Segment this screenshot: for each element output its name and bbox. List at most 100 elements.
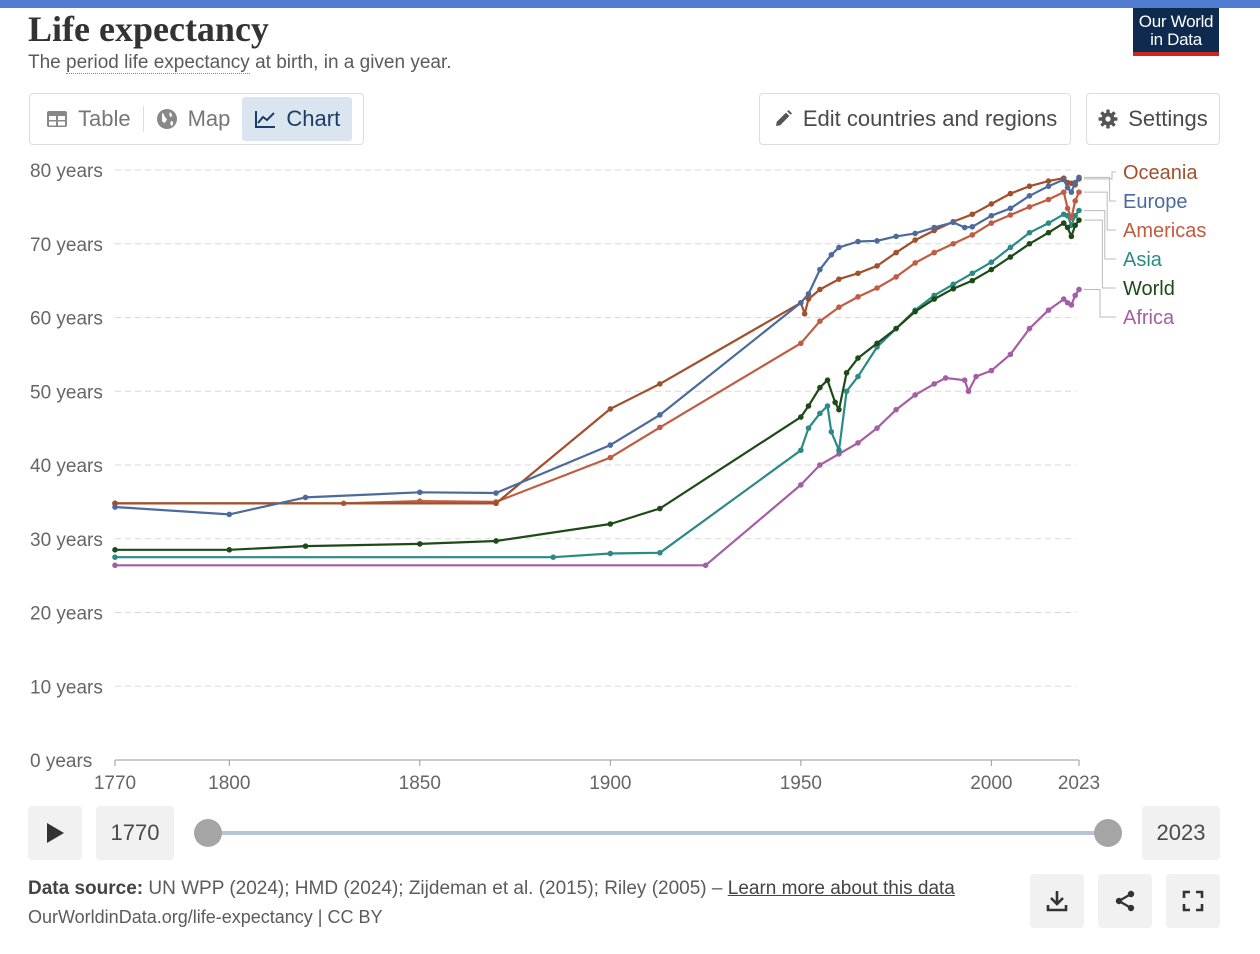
data-point-world[interactable] [302, 543, 309, 549]
data-point-asia[interactable] [1026, 229, 1033, 236]
data-point-europe[interactable] [1060, 176, 1067, 183]
data-point-world[interactable] [1076, 217, 1082, 223]
data-point-africa[interactable] [702, 562, 709, 569]
data-point-europe[interactable] [912, 230, 918, 237]
data-point-world[interactable] [912, 308, 918, 315]
data-point-oceania[interactable] [493, 500, 499, 507]
data-point-world[interactable] [855, 355, 861, 361]
data-point-world[interactable] [1064, 224, 1071, 231]
timeline-end-handle[interactable] [1094, 819, 1122, 847]
data-point-americas[interactable] [607, 454, 614, 461]
data-point-africa[interactable] [855, 440, 861, 446]
data-point-asia[interactable] [1007, 244, 1014, 251]
data-point-americas[interactable] [1076, 189, 1082, 195]
data-point-oceania[interactable] [1007, 190, 1014, 197]
data-point-americas[interactable] [1026, 204, 1033, 210]
legend-item-africa[interactable]: Africa [1084, 288, 1175, 329]
data-point-world[interactable] [969, 277, 976, 284]
legend-item-europe[interactable]: Europe [1084, 176, 1188, 213]
timeline-start-year[interactable]: 1770 [96, 806, 174, 860]
learn-more-link[interactable]: Learn more about this data [727, 878, 955, 899]
tab-chart[interactable]: Chart [242, 97, 353, 141]
data-point-europe[interactable] [1007, 205, 1014, 212]
data-point-asia[interactable] [657, 549, 663, 556]
data-point-asia[interactable] [817, 410, 823, 417]
data-point-oceania[interactable] [969, 211, 976, 218]
data-point-europe[interactable] [969, 223, 976, 230]
data-point-asia[interactable] [843, 388, 850, 395]
data-point-oceania[interactable] [607, 406, 614, 412]
data-point-world[interactable] [836, 406, 842, 413]
data-point-world[interactable] [893, 325, 899, 332]
data-point-americas[interactable] [912, 260, 918, 266]
data-point-americas[interactable] [1045, 196, 1052, 203]
data-point-oceania[interactable] [657, 381, 663, 387]
data-point-oceania[interactable] [836, 276, 842, 282]
data-point-africa[interactable] [1072, 292, 1078, 299]
data-point-europe[interactable] [805, 291, 812, 297]
data-point-oceania[interactable] [805, 296, 812, 302]
data-point-world[interactable] [824, 377, 831, 383]
data-point-europe[interactable] [1064, 184, 1071, 191]
data-point-world[interactable] [1068, 233, 1075, 240]
data-point-asia[interactable] [1045, 220, 1052, 226]
data-point-asia[interactable] [855, 373, 861, 380]
legend-item-americas[interactable]: Americas [1084, 191, 1206, 242]
edit-countries-button[interactable]: Edit countries and regions [759, 93, 1071, 145]
data-point-world[interactable] [657, 505, 663, 512]
play-button[interactable] [28, 806, 82, 860]
data-point-europe[interactable] [988, 212, 995, 219]
data-point-europe[interactable] [855, 238, 861, 245]
data-point-oceania[interactable] [1045, 178, 1052, 184]
data-point-americas[interactable] [1007, 212, 1014, 218]
data-point-world[interactable] [1072, 222, 1078, 229]
data-point-europe[interactable] [961, 224, 968, 231]
data-point-americas[interactable] [1060, 189, 1067, 195]
data-point-world[interactable] [1045, 229, 1052, 236]
data-point-africa[interactable] [817, 462, 823, 468]
data-point-asia[interactable] [805, 425, 812, 431]
data-point-world[interactable] [112, 547, 118, 553]
data-point-world[interactable] [417, 541, 423, 547]
data-point-world[interactable] [1026, 240, 1033, 247]
data-point-europe[interactable] [828, 252, 835, 258]
data-point-world[interactable] [817, 384, 823, 391]
data-point-africa[interactable] [1060, 296, 1067, 302]
legend-item-asia[interactable]: Asia [1084, 210, 1163, 271]
data-point-americas[interactable] [836, 304, 842, 310]
data-point-world[interactable] [798, 414, 804, 420]
data-point-europe[interactable] [1072, 179, 1078, 186]
data-point-europe[interactable] [417, 489, 423, 496]
data-point-africa[interactable] [1068, 302, 1075, 308]
data-point-americas[interactable] [969, 232, 976, 238]
data-point-africa[interactable] [988, 367, 995, 374]
data-point-world[interactable] [874, 340, 880, 347]
data-point-americas[interactable] [988, 220, 995, 226]
data-point-europe[interactable] [112, 504, 118, 510]
data-point-asia[interactable] [1076, 207, 1082, 214]
data-point-oceania[interactable] [988, 201, 995, 207]
settings-button[interactable]: Settings [1086, 93, 1220, 145]
source-url[interactable]: OurWorldinData.org/life-expectancy | CC … [28, 907, 383, 927]
data-point-asia[interactable] [836, 447, 842, 454]
data-point-americas[interactable] [931, 249, 938, 256]
data-point-asia[interactable] [607, 550, 614, 557]
data-point-africa[interactable] [912, 392, 918, 398]
data-point-africa[interactable] [1026, 325, 1033, 332]
tab-table[interactable]: Table [34, 97, 143, 141]
legend-item-world[interactable]: World [1084, 219, 1175, 300]
data-point-europe[interactable] [836, 244, 842, 251]
data-point-americas[interactable] [1064, 205, 1071, 212]
data-point-americas[interactable] [950, 240, 957, 247]
data-point-world[interactable] [1060, 220, 1067, 226]
data-point-europe[interactable] [874, 238, 880, 244]
data-point-world[interactable] [607, 521, 614, 527]
data-point-europe[interactable] [1068, 189, 1075, 195]
data-point-africa[interactable] [1076, 286, 1082, 293]
data-point-world[interactable] [805, 403, 812, 409]
data-point-europe[interactable] [657, 412, 663, 418]
data-point-asia[interactable] [550, 554, 556, 560]
data-point-africa[interactable] [112, 562, 118, 569]
subtitle-definition-link[interactable]: period life expectancy [66, 52, 250, 74]
data-point-world[interactable] [493, 538, 499, 544]
